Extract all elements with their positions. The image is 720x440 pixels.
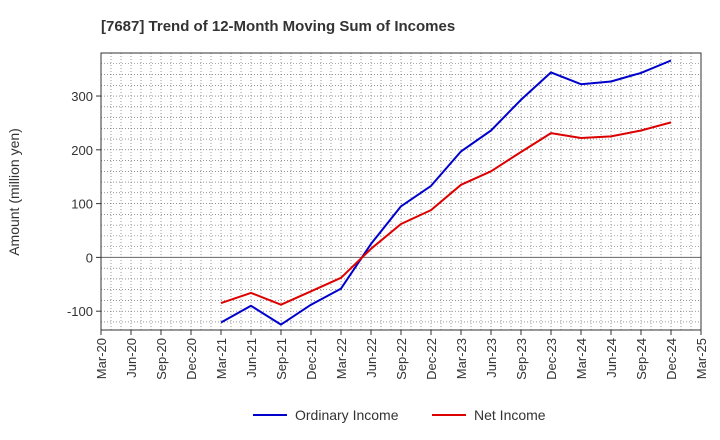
legend-label: Net Income — [474, 407, 546, 423]
x-tick-label: Jun-24 — [604, 338, 619, 378]
series-line-ordinary-income — [220, 59, 672, 326]
x-tick-label: Dec-20 — [184, 338, 199, 380]
x-tick-label: Mar-22 — [334, 338, 349, 379]
x-tick-label: Mar-23 — [454, 338, 469, 379]
x-tick-label: Jun-22 — [364, 338, 379, 378]
y-tick-label: 200 — [71, 143, 93, 158]
legend-label: Ordinary Income — [295, 407, 399, 423]
chart-title: [7687] Trend of 12-Month Moving Sum of I… — [101, 18, 455, 35]
x-tick-label: Sep-24 — [634, 338, 649, 380]
x-tick-label: Sep-22 — [394, 338, 409, 380]
x-tick-label: Mar-20 — [94, 338, 109, 379]
y-axis-label: Amount (million yen) — [6, 128, 22, 256]
x-tick-label: Dec-24 — [664, 338, 679, 380]
y-tick-label: 300 — [71, 89, 93, 104]
x-axis-ticks: Mar-20 Jun-20 Sep-20 Dec-20 Mar-21 Jun-21 Sep-… — [94, 330, 709, 380]
series-line-net-income — [220, 121, 672, 306]
plot-frame — [100, 52, 702, 331]
x-tick-label: Mar-25 — [694, 338, 709, 379]
y-tick-label: 0 — [86, 250, 93, 265]
series-group — [220, 59, 672, 326]
x-tick-label: Jun-20 — [124, 338, 139, 378]
x-tick-label: Jun-23 — [484, 338, 499, 378]
y-axis-ticks: -100 0 100 200 300 — [67, 89, 101, 319]
x-tick-label: Dec-21 — [304, 338, 319, 380]
x-tick-label: Sep-21 — [274, 338, 289, 380]
y-tick-label: 100 — [71, 197, 93, 212]
x-tick-label: Dec-22 — [424, 338, 439, 380]
x-tick-label: Mar-21 — [214, 338, 229, 379]
x-tick-label: Sep-23 — [514, 338, 529, 380]
x-tick-label: Sep-20 — [154, 338, 169, 380]
grid — [101, 52, 701, 330]
x-tick-label: Jun-21 — [244, 338, 259, 378]
x-tick-label: Mar-24 — [574, 338, 589, 379]
legend: Ordinary Income Net Income — [253, 407, 546, 423]
y-tick-label: -100 — [67, 304, 93, 319]
x-tick-label: Dec-23 — [544, 338, 559, 380]
